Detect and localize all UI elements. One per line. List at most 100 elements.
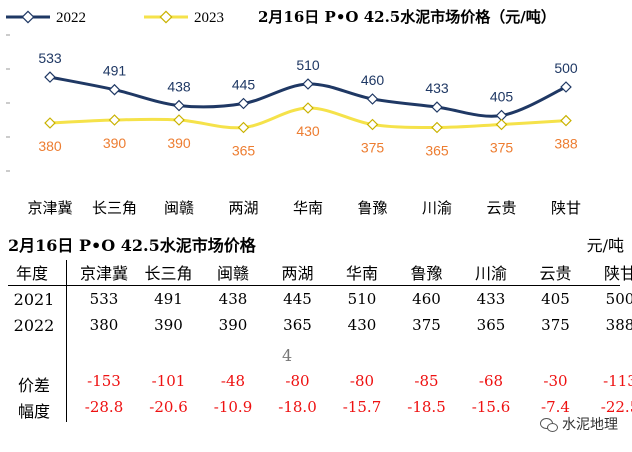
data-label-2022-3: 445: [232, 77, 256, 93]
row-label: 2021: [13, 290, 55, 309]
point-2023-4: [302, 102, 314, 114]
data-label-2023-0: 380: [38, 138, 62, 154]
data-label-2023-2: 390: [167, 135, 191, 151]
table-row: 2021 533 491 438 445 510 460 433 405 500: [8, 290, 632, 314]
table-row: 2022 380 390 390 365 430 375 365 375 388: [8, 316, 632, 340]
table-cell: 390: [154, 316, 183, 334]
table-cell: -15.7: [342, 398, 382, 416]
table-title: 2月16日 P•O 42.5水泥市场价格: [8, 236, 256, 255]
point-2023-3: [237, 121, 250, 134]
data-label-2023-7: 375: [490, 140, 514, 156]
point-2022-2: [173, 99, 185, 112]
x-tick-label-3: 两湖: [228, 199, 258, 217]
column-header-1: 长三角: [144, 264, 193, 283]
column-header-8: 陕甘: [603, 264, 632, 283]
point-2022-3: [237, 97, 250, 110]
data-label-2022-2: 438: [167, 79, 191, 95]
point-2023-7: [495, 118, 508, 131]
legend-label-2023: 2023: [194, 10, 224, 26]
point-2023-5: [366, 118, 379, 131]
data-label-2022-4: 510: [296, 57, 320, 73]
legend-marker-2023: [159, 10, 173, 24]
point-2023-8: [560, 114, 572, 127]
x-tick-label-7: 云贵: [486, 199, 516, 217]
table-cell: 390: [218, 316, 248, 334]
table-cell: -20.6: [149, 398, 188, 416]
table-cell: -18.5: [407, 398, 446, 416]
table-cell: 375: [412, 316, 441, 334]
table-row: 幅度 -28.8 -20.6 -10.9 -18.0 -15.7 -18.5 -15.6 -7.…: [8, 398, 632, 422]
table-cell: 500: [605, 290, 632, 308]
table-cell: 375: [541, 316, 570, 334]
table-header: 年度 京津冀 长三角 闽赣 两湖 华南 鲁豫 川渝 云贵 陕甘: [8, 260, 632, 284]
table-cell: 510: [347, 290, 377, 308]
table-cell: 405: [541, 290, 570, 308]
table-cell: -18.0: [278, 398, 317, 416]
data-label-2023-8: 388: [554, 136, 578, 152]
chart-title: 2月16日 P•O 42.5水泥市场价格（元/吨）: [258, 8, 556, 26]
point-2022-0: [44, 71, 56, 83]
table-cell: -101: [151, 372, 186, 390]
data-label-2023-5: 375: [361, 140, 385, 156]
x-tick-label-8: 陕甘: [551, 199, 581, 217]
x-tick-label-6: 川渝: [422, 199, 452, 217]
data-label-2022-0: 533: [38, 50, 62, 66]
point-2022-8: [560, 81, 572, 93]
table-cell: 365: [476, 316, 506, 334]
watermark: 水泥地理: [540, 414, 618, 434]
x-tick-label-5: 鲁豫: [357, 199, 387, 217]
table-cell: -80: [349, 372, 375, 390]
legend-marker-2022: [21, 10, 35, 24]
point-2022-4: [302, 78, 314, 90]
table-row: 价差 -153 -101 -48 -80 -80 -85 -68 -30 -113: [8, 372, 632, 396]
table-cell: -15.6: [471, 398, 511, 416]
table-cell: -153: [87, 372, 121, 390]
table-cell: -7.4: [541, 398, 570, 416]
wechat-icon: [540, 417, 558, 432]
x-tick-label-1: 长三角: [92, 199, 137, 217]
point-2023-2: [173, 114, 185, 126]
table-cell: -48: [220, 372, 246, 390]
point-2023-0: [44, 117, 56, 129]
x-tick-label-0: 京津冀: [27, 199, 72, 217]
data-label-2023-4: 430: [296, 123, 320, 139]
table-cell: 460: [412, 290, 441, 308]
table-cell: 533: [89, 290, 119, 308]
table-cell: 491: [154, 290, 183, 308]
table-cell: 445: [283, 290, 312, 308]
column-header-3: 两湖: [281, 264, 314, 283]
table-cell: -30: [543, 372, 568, 390]
data-label-2022-7: 405: [490, 89, 514, 105]
data-label-2022-6: 433: [425, 80, 449, 96]
table-cell: 388: [605, 316, 632, 334]
table-cell: 438: [218, 290, 248, 308]
column-header-5: 鲁豫: [410, 264, 443, 283]
x-tick-label-2: 闽赣: [164, 199, 194, 217]
row-label: 幅度: [17, 402, 50, 421]
data-label-2023-1: 390: [103, 135, 127, 151]
column-header-6: 川渝: [474, 264, 507, 283]
table-cell: -22.5: [600, 398, 632, 416]
stray-mark: 4: [282, 346, 293, 365]
table-cell: 430: [347, 316, 377, 334]
row-label: 价差: [17, 376, 50, 395]
price-line-chart: 2022 2023 2月16日 P•O 42.5水泥市场价格（元/吨） 533 491 4…: [6, 8, 581, 217]
data-label-2022-8: 500: [554, 60, 578, 76]
data-label-2023-6: 365: [425, 143, 449, 159]
table-cell: 380: [89, 316, 119, 334]
row-label: 2022: [13, 316, 55, 335]
point-2023-1: [108, 114, 121, 126]
column-header-0: 京津冀: [79, 264, 128, 283]
table-cell: -113: [603, 372, 632, 390]
column-header-4: 华南: [345, 264, 378, 283]
data-label-2022-1: 491: [103, 63, 127, 79]
point-2022-5: [366, 93, 379, 105]
column-header-2: 闽赣: [216, 264, 249, 283]
header-label: 年度: [16, 264, 49, 283]
table-cell: -85: [414, 372, 439, 390]
legend-label-2022: 2022: [56, 10, 86, 26]
table-cell: 433: [476, 290, 506, 308]
table-cell: -28.8: [84, 398, 124, 416]
point-2023-6: [431, 121, 443, 134]
data-label-2022-5: 460: [361, 72, 385, 88]
